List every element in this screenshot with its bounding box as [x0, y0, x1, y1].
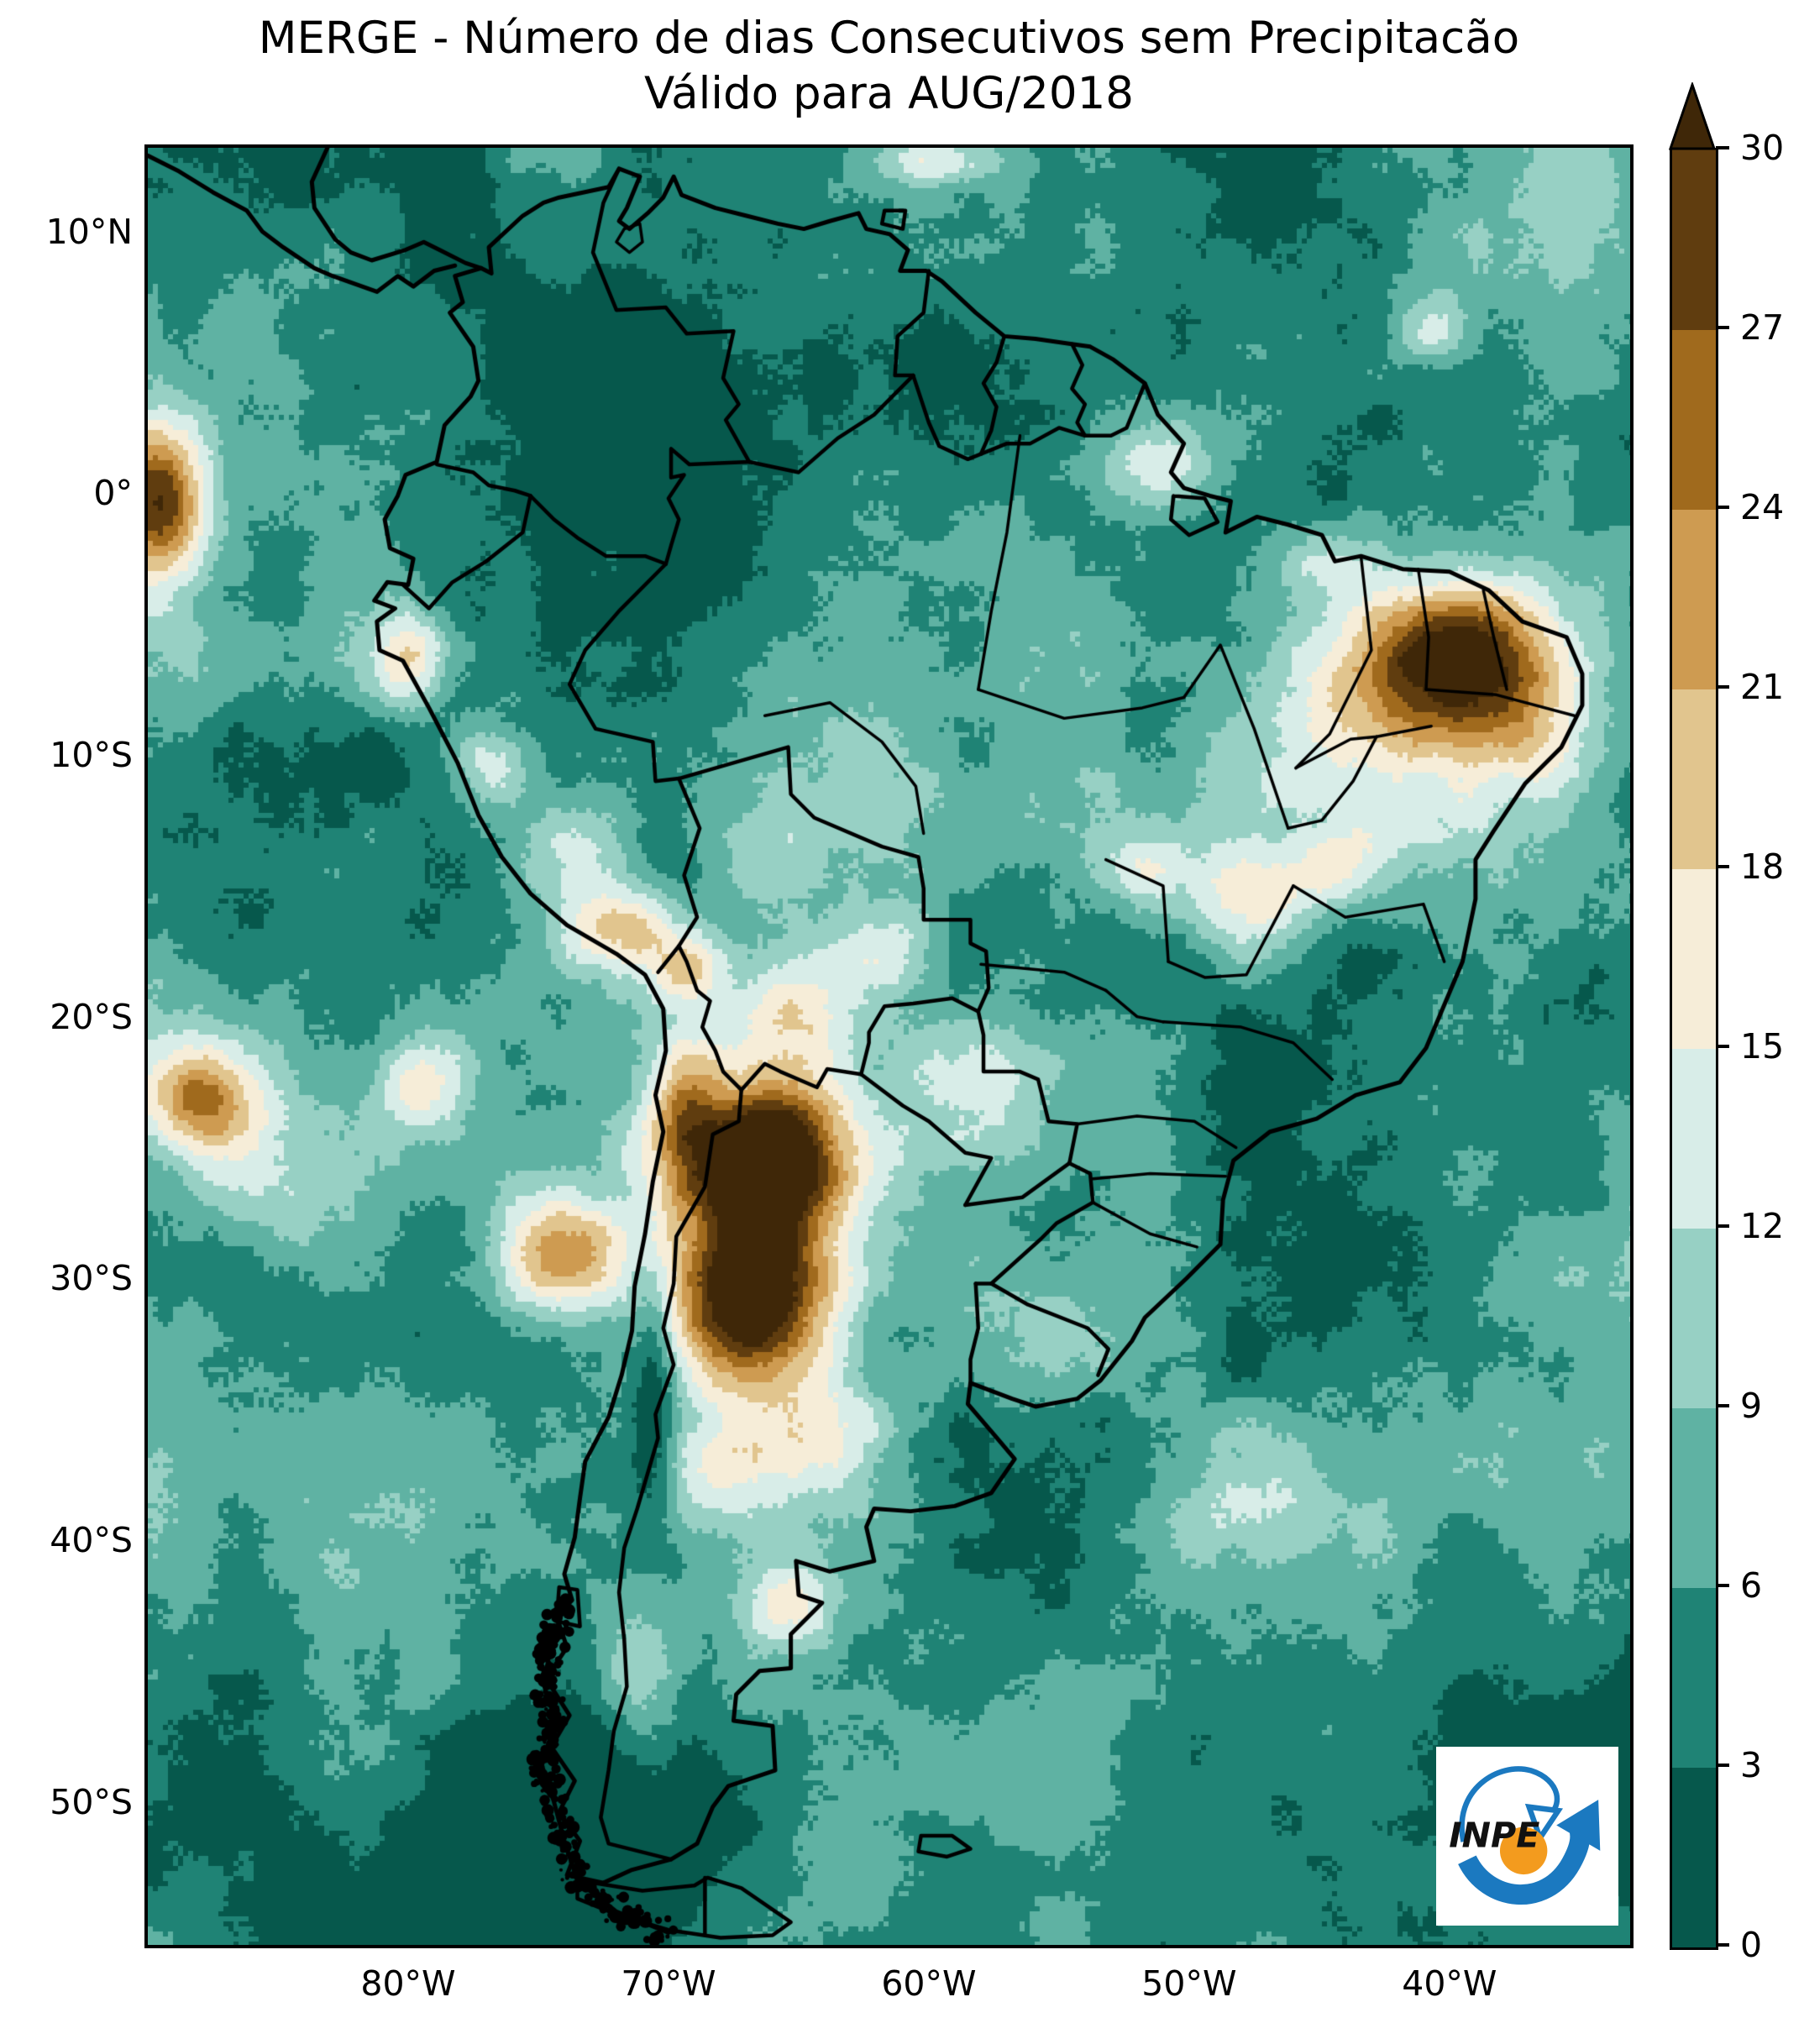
logo-text: INPE — [1449, 1816, 1539, 1856]
map-canvas — [148, 148, 1630, 1945]
colorbar-tick-label: 27 — [1740, 307, 1785, 348]
colorbar-tick-mark — [1716, 1224, 1729, 1228]
colorbar-segment — [1672, 1228, 1716, 1408]
lat-tick-label: 40°S — [50, 1519, 133, 1560]
lon-tick-label: 80°W — [360, 1963, 456, 2004]
colorbar — [1670, 148, 1718, 1950]
colorbar-tick-label: 6 — [1740, 1565, 1763, 1606]
lon-tick-label: 60°W — [881, 1963, 977, 2004]
colorbar-tick-mark — [1716, 1943, 1729, 1947]
colorbar-tick-mark — [1716, 685, 1729, 689]
colorbar-segment — [1672, 1587, 1716, 1768]
logo-hollow-arrowhead-icon — [1524, 1803, 1564, 1844]
colorbar-segment — [1672, 329, 1716, 510]
lat-tick-label: 50°S — [50, 1781, 133, 1822]
logo-solid-arrowhead-icon — [1556, 1800, 1601, 1851]
logo-solid-arrow — [1458, 1823, 1591, 1905]
lat-tick-label: 30°S — [50, 1258, 133, 1299]
colorbar-tick-mark — [1716, 1764, 1729, 1767]
colorbar-segment — [1672, 1767, 1716, 1947]
colorbar-tick-label: 24 — [1740, 487, 1785, 527]
lat-tick-label: 20°S — [50, 996, 133, 1037]
chart-subtitle: Válido para AUG/2018 — [643, 68, 1135, 119]
logo-orange-circle-icon — [1499, 1826, 1548, 1875]
lon-tick-label: 50°W — [1141, 1963, 1237, 2004]
colorbar-tick-label: 30 — [1740, 128, 1785, 168]
lon-tick-label: 40°W — [1402, 1963, 1497, 2004]
colorbar-tick-mark — [1716, 326, 1729, 329]
colorbar-tick-label: 12 — [1740, 1206, 1785, 1246]
colorbar-tick-mark — [1716, 865, 1729, 868]
lon-tick-label: 70°W — [621, 1963, 716, 2004]
colorbar-segment — [1672, 1407, 1716, 1588]
lat-tick-label: 10°N — [45, 211, 133, 252]
colorbar-tick-label: 3 — [1740, 1745, 1763, 1785]
colorbar-segment — [1672, 149, 1716, 330]
colorbar-tick-mark — [1716, 506, 1729, 509]
colorbar-tick-label: 0 — [1740, 1925, 1763, 1965]
colorbar-tick-mark — [1716, 146, 1729, 149]
colorbar-tick-label: 9 — [1740, 1386, 1763, 1426]
logo-swirl-outline — [1459, 1766, 1560, 1842]
colorbar-tick-mark — [1716, 1584, 1729, 1587]
colorbar-tick-mark — [1716, 1045, 1729, 1048]
colorbar-segment — [1672, 1048, 1716, 1229]
colorbar-tick-mark — [1716, 1404, 1729, 1407]
lat-tick-label: 0° — [93, 473, 133, 514]
colorbar-segment — [1672, 868, 1716, 1049]
chart-title: MERGE - Número de dias Consecutivos sem … — [258, 13, 1520, 64]
colorbar-segment — [1672, 509, 1716, 689]
colorbar-tick-label: 21 — [1740, 667, 1785, 707]
lat-tick-label: 10°S — [50, 734, 133, 775]
inpe-logo: INPE — [1436, 1747, 1618, 1926]
colorbar-tick-label: 18 — [1740, 846, 1785, 887]
colorbar-tick-label: 15 — [1740, 1026, 1785, 1067]
colorbar-segment — [1672, 689, 1716, 869]
colorbar-over-arrow — [1668, 82, 1717, 150]
